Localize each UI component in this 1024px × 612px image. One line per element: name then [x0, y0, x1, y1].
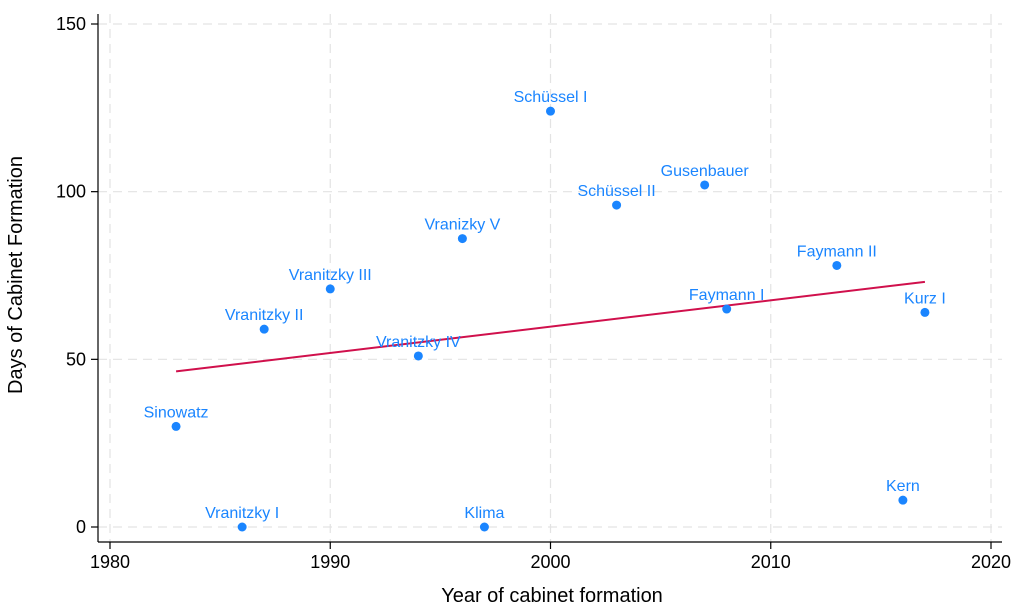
y-tick-label: 0	[76, 517, 86, 537]
point-label: Gusenbauer	[661, 163, 750, 180]
data-point	[457, 234, 467, 244]
y-axis-title: Days of Cabinet Formation	[5, 156, 27, 394]
x-axis-title: Year of cabinet formation	[441, 585, 663, 607]
x-tick-label: 2010	[751, 552, 791, 572]
data-point	[259, 324, 269, 334]
point-label: Kurz I	[904, 290, 946, 307]
data-point	[546, 106, 555, 116]
point-label: Vranitzky II	[225, 307, 304, 324]
point-label: Kern	[886, 478, 920, 495]
axes: 1980 1990 2000 2010 2020 0 50 100 150	[56, 14, 1011, 572]
x-tick-label: 1980	[90, 552, 130, 572]
data-point	[920, 307, 930, 317]
fit-line-layer	[175, 280, 926, 373]
y-tick-label: 50	[66, 349, 86, 369]
x-tick-label: 2020	[971, 552, 1011, 572]
data-point	[722, 304, 732, 314]
fit-line	[175, 280, 926, 373]
x-tick-label: 2000	[530, 552, 570, 572]
point-label: Vranitzky I	[205, 505, 279, 522]
point-label: Schüssel II	[577, 183, 655, 200]
x-tick-label: 1990	[310, 552, 350, 572]
data-point	[413, 351, 423, 361]
data-point	[325, 284, 335, 294]
data-point	[898, 495, 908, 505]
point-label: Vranitzky III	[289, 267, 372, 284]
point-label: Sinowatz	[144, 404, 209, 421]
data-point	[612, 200, 622, 210]
point-label: Klima	[464, 505, 504, 522]
y-tick-label: 100	[56, 182, 86, 202]
data-point	[479, 522, 489, 532]
y-tick-label: 150	[56, 14, 86, 34]
points-layer	[171, 106, 930, 532]
data-point	[171, 421, 181, 431]
data-point	[237, 522, 247, 532]
point-label: Faymann II	[797, 243, 877, 260]
grid	[98, 14, 1002, 542]
data-point	[832, 260, 842, 270]
point-label: Schüssel I	[514, 89, 588, 106]
point-label: Faymann I	[689, 287, 765, 304]
data-point	[700, 180, 710, 190]
point-label: Vranizky V	[424, 217, 500, 234]
point-label: Vranitzky IV	[376, 334, 461, 351]
point-labels-layer: Sinowatz Vranitzky I Vranitzky II Vranitzky…	[144, 89, 946, 522]
